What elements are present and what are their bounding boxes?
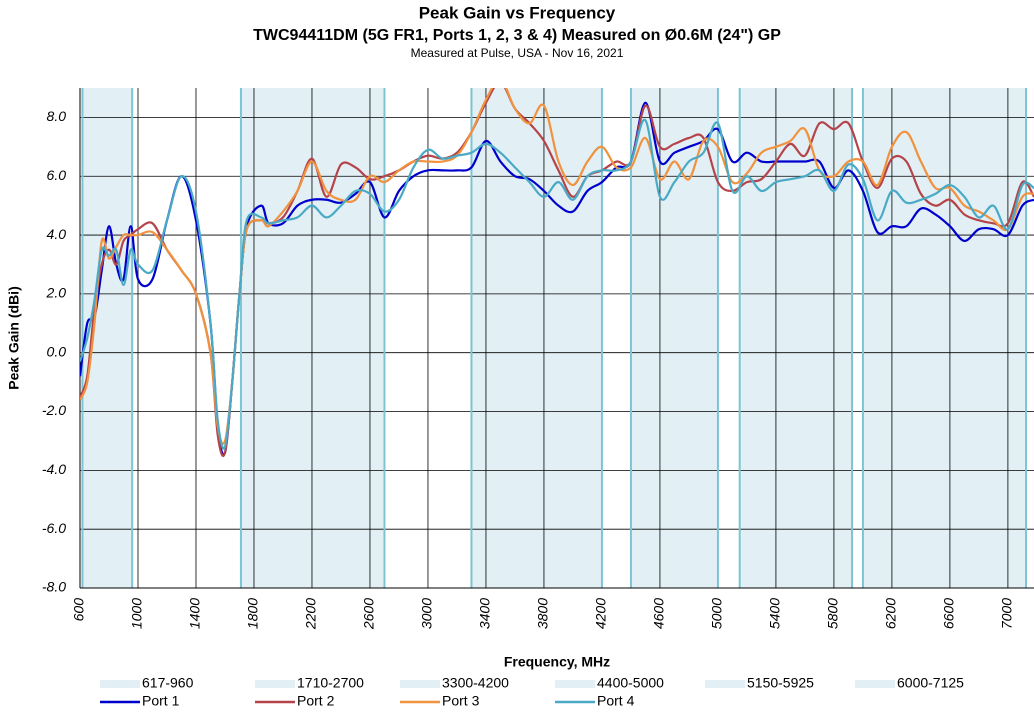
y-tick-label: 6.0 xyxy=(47,167,67,183)
band xyxy=(82,88,133,588)
x-tick-label: 3000 xyxy=(419,598,435,629)
y-tick-label: -6.0 xyxy=(42,520,66,536)
chart-note: Measured at Pulse, USA - Nov 16, 2021 xyxy=(411,46,624,60)
x-tick-label: 6200 xyxy=(883,598,899,629)
legend: 617-960 1710-2700 3300-4200 4400-5000 5150-5… xyxy=(100,675,964,709)
x-tick-label: 5400 xyxy=(767,598,783,629)
band xyxy=(862,88,1027,588)
band xyxy=(471,88,602,588)
x-tick-label: 5000 xyxy=(709,598,725,629)
x-tick-label: 2600 xyxy=(361,598,377,630)
y-tick-label: -8.0 xyxy=(42,579,66,595)
series-line xyxy=(80,101,1034,456)
y-tick-label: 0.0 xyxy=(47,343,67,359)
x-tick-label: 2200 xyxy=(303,598,319,630)
x-tick-label: 4600 xyxy=(651,598,667,629)
y-tick-label: 4.0 xyxy=(47,226,67,242)
y-axis-label: Peak Gain (dBi) xyxy=(6,286,22,389)
legend-label: 6000-7125 xyxy=(897,675,964,691)
plot-area xyxy=(79,88,1034,589)
x-tick-label: 5800 xyxy=(825,598,841,629)
x-tick-label: 1000 xyxy=(129,598,145,629)
band xyxy=(630,88,718,588)
chart-subtitle: TWC94411DM (5G FR1, Ports 1, 2, 3 & 4) M… xyxy=(253,27,781,44)
y-tick-label: -2.0 xyxy=(42,402,66,418)
band xyxy=(240,88,385,588)
y-tick-label: 2.0 xyxy=(46,285,67,301)
x-tick-label: 7000 xyxy=(999,598,1015,629)
legend-label: 617-960 xyxy=(142,675,194,691)
x-tick-label: 6600 xyxy=(941,598,957,629)
legend-label: 5150-5925 xyxy=(747,675,814,691)
x-axis-label: Frequency, MHz xyxy=(504,654,610,670)
x-tick-label: 600 xyxy=(71,598,87,622)
band xyxy=(739,88,853,588)
legend-label: Port 4 xyxy=(597,693,635,709)
series-line xyxy=(80,88,1034,445)
series-line xyxy=(80,118,1034,450)
x-tick-label: 4200 xyxy=(593,598,609,629)
legend-label: 1710-2700 xyxy=(297,675,364,691)
x-tick-label: 1400 xyxy=(187,598,203,629)
y-tick-label: -4.0 xyxy=(42,461,66,477)
legend-label: 4400-5000 xyxy=(597,675,664,691)
y-tick-label: 8.0 xyxy=(47,108,67,124)
x-tick-label: 3800 xyxy=(535,598,551,629)
legend-label: Port 1 xyxy=(142,693,180,709)
legend-label: Port 2 xyxy=(297,693,335,709)
legend-label: 3300-4200 xyxy=(442,675,509,691)
series-group xyxy=(80,88,1034,458)
legend-label: Port 3 xyxy=(442,693,480,709)
chart-title: Peak Gain vs Frequency xyxy=(419,3,616,22)
x-tick-label: 3400 xyxy=(477,598,493,629)
x-tick-label: 1800 xyxy=(245,598,261,629)
